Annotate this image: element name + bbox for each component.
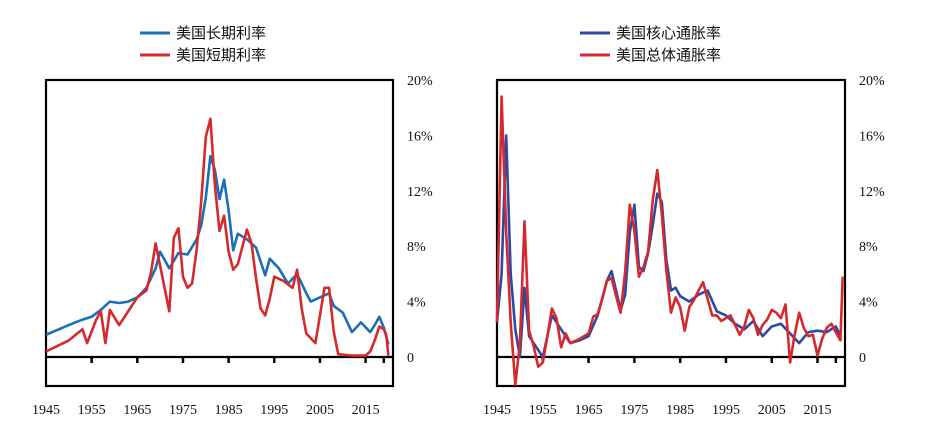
y-tick-label: 4%: [859, 296, 878, 311]
y-tick-label: 20%: [859, 74, 885, 89]
x-tick-label: 1955: [529, 403, 557, 418]
y-tick-label: 4%: [407, 296, 426, 311]
y-tick-label: 16%: [859, 129, 885, 144]
chart-panel-1: 1945 1955 1965 1975 1985 1995 2005 2015 0 4% 8% 12%…: [32, 24, 433, 418]
x-tick-label: 1995: [712, 403, 740, 418]
y-tick-label: 16%: [407, 129, 433, 144]
x-tick-label: 1995: [260, 403, 288, 418]
x-tick-label: 1985: [215, 403, 243, 418]
legend-label: 美国短期利率: [176, 46, 266, 64]
y-tick-label: 12%: [407, 185, 433, 200]
y-tick-label: 0: [859, 351, 866, 366]
x-tick-label: 1985: [666, 403, 694, 418]
x-tick-label: 1975: [169, 403, 197, 418]
legend-label: 美国核心通胀率: [616, 24, 721, 42]
x-tick-label: 1965: [575, 403, 603, 418]
x-tick-label: 1975: [620, 403, 648, 418]
x-tick-label: 2015: [804, 403, 832, 418]
x-tick-label: 2005: [758, 403, 786, 418]
y-tick-label: 20%: [407, 74, 433, 89]
legend-label: 美国总体通胀率: [616, 46, 721, 64]
y-tick-label: 0: [407, 351, 414, 366]
series-line-1: [45, 154, 390, 345]
x-tick-label: 1945: [483, 403, 511, 418]
chart-panel-2: 1945 1955 1965 1975 1985 1995 2005 2015 0 4% 8% 12%…: [483, 24, 885, 418]
x-tick-label: 1955: [78, 403, 106, 418]
x-tick-label: 2005: [306, 403, 334, 418]
y-tick-label: 8%: [859, 240, 878, 255]
x-tick-label: 2015: [352, 403, 380, 418]
plot-frame: [44, 78, 395, 388]
y-tick-label: 12%: [859, 185, 885, 200]
plot-frame: [495, 78, 847, 388]
legend-label: 美国长期利率: [176, 24, 266, 42]
x-tick-label: 1945: [32, 403, 60, 418]
y-tick-label: 8%: [407, 240, 426, 255]
series-line-2: [45, 117, 390, 357]
x-tick-label: 1965: [123, 403, 151, 418]
series-line-2: [495, 95, 844, 387]
